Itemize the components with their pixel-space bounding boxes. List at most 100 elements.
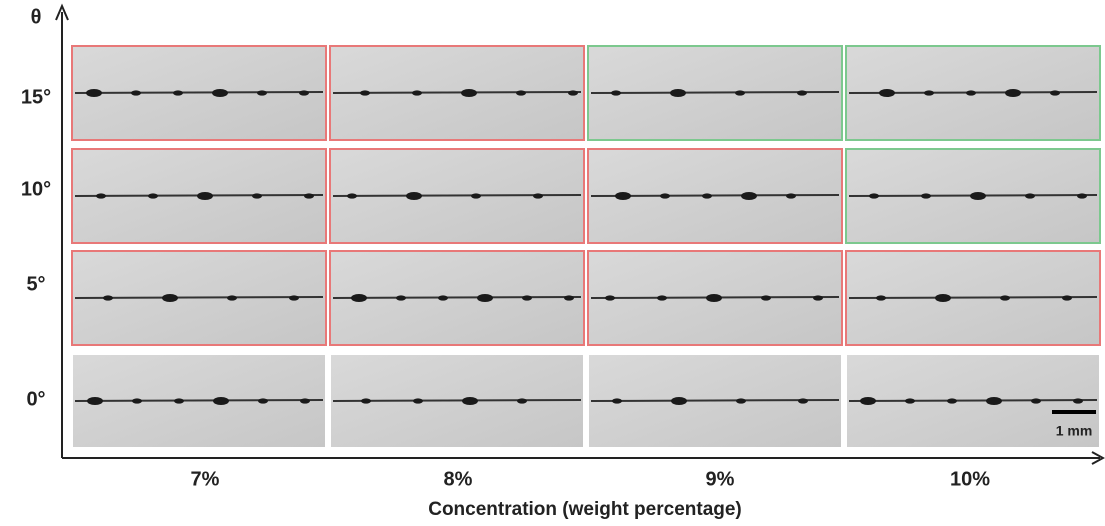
fiber <box>848 296 1098 299</box>
y-axis-label: θ <box>31 6 42 28</box>
bead <box>103 295 113 301</box>
bead <box>761 295 771 301</box>
bead <box>413 398 423 404</box>
fiber <box>332 194 582 197</box>
y-arrow <box>55 3 69 21</box>
image-cell <box>587 353 843 449</box>
bead <box>227 295 237 301</box>
bead <box>741 192 757 200</box>
bead <box>131 90 141 96</box>
bead <box>517 398 527 404</box>
image-cell <box>845 250 1101 346</box>
bead <box>96 193 106 199</box>
bead <box>361 398 371 404</box>
bead <box>289 295 299 301</box>
bead <box>212 89 228 97</box>
image-cell <box>587 45 843 141</box>
bead <box>351 294 367 302</box>
bead <box>396 295 406 301</box>
bead <box>148 193 158 199</box>
bead <box>461 89 477 97</box>
bead <box>735 90 745 96</box>
bead <box>86 89 102 97</box>
bead <box>660 193 670 199</box>
bead <box>522 295 532 301</box>
bead <box>197 192 213 200</box>
bead <box>869 193 879 199</box>
bead <box>1050 90 1060 96</box>
bead <box>173 90 183 96</box>
image-cell <box>845 353 1101 449</box>
fiber <box>74 91 324 94</box>
image-cell <box>71 148 327 244</box>
image-cell <box>71 250 327 346</box>
bead <box>87 397 103 405</box>
image-cell <box>71 353 327 449</box>
bead <box>605 295 615 301</box>
bead <box>1025 193 1035 199</box>
bead <box>252 193 262 199</box>
row-label: 10° <box>21 178 51 200</box>
row-label: 0° <box>26 388 45 410</box>
bead <box>986 397 1002 405</box>
bead <box>533 193 543 199</box>
bead <box>786 193 796 199</box>
image-cell <box>845 45 1101 141</box>
fiber <box>74 296 324 299</box>
bead <box>702 193 712 199</box>
image-cell <box>587 148 843 244</box>
row-label: 5° <box>26 273 45 295</box>
bead <box>304 193 314 199</box>
bead <box>611 90 621 96</box>
bead <box>612 398 622 404</box>
bead <box>1031 398 1041 404</box>
bead <box>921 193 931 199</box>
bead <box>657 295 667 301</box>
bead <box>813 295 823 301</box>
bead <box>213 397 229 405</box>
column-label: 7% <box>191 468 220 490</box>
x-arrow <box>1091 451 1105 465</box>
image-grid <box>71 45 1101 449</box>
bead <box>300 398 310 404</box>
bead <box>1005 89 1021 97</box>
fiber <box>332 296 582 299</box>
bead <box>1000 295 1010 301</box>
bead <box>879 89 895 97</box>
bead <box>798 398 808 404</box>
bead <box>966 90 976 96</box>
image-cell <box>587 250 843 346</box>
bead <box>412 90 422 96</box>
column-label: 8% <box>444 468 473 490</box>
bead <box>935 294 951 302</box>
bead <box>462 397 478 405</box>
bead <box>406 192 422 200</box>
bead <box>860 397 876 405</box>
image-cell <box>329 148 585 244</box>
bead <box>477 294 493 302</box>
image-cell <box>329 353 585 449</box>
bead <box>736 398 746 404</box>
image-cell <box>329 250 585 346</box>
fiber <box>332 399 582 402</box>
bead <box>360 90 370 96</box>
bead <box>970 192 986 200</box>
bead <box>947 398 957 404</box>
bead <box>132 398 142 404</box>
column-label: 9% <box>706 468 735 490</box>
bead <box>706 294 722 302</box>
fiber <box>590 399 840 402</box>
bead <box>615 192 631 200</box>
column-label: 10% <box>950 468 990 490</box>
bead <box>299 90 309 96</box>
fiber <box>74 399 324 402</box>
bead <box>516 90 526 96</box>
image-cell <box>845 148 1101 244</box>
bead <box>1077 193 1087 199</box>
image-cell <box>329 45 585 141</box>
fiber <box>848 399 1098 402</box>
bead <box>876 295 886 301</box>
bead <box>174 398 184 404</box>
